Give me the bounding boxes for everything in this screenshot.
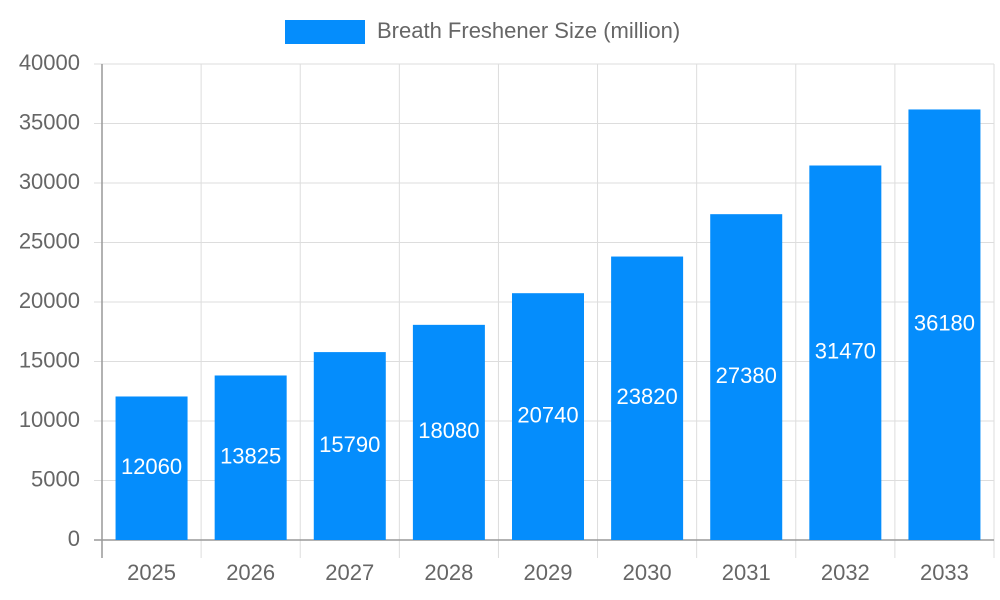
x-tick-label: 2030	[623, 560, 672, 585]
data-label: 15790	[319, 432, 380, 457]
data-label: 31470	[815, 339, 876, 364]
bar	[412, 324, 485, 540]
legend-label: Breath Freshener Size (million)	[377, 18, 680, 43]
x-tick-label: 2031	[722, 560, 771, 585]
y-tick-label: 20000	[19, 288, 80, 313]
data-label: 36180	[914, 311, 975, 336]
x-tick-label: 2025	[127, 560, 176, 585]
y-tick-label: 35000	[19, 109, 80, 134]
y-tick-label: 30000	[19, 169, 80, 194]
bar	[809, 165, 882, 540]
bar	[710, 214, 783, 541]
data-label: 27380	[716, 363, 777, 388]
x-tick-label: 2027	[325, 560, 374, 585]
y-tick-label: 0	[68, 526, 80, 551]
data-label: 20740	[517, 402, 578, 427]
x-tick-label: 2033	[920, 560, 969, 585]
y-tick-label: 10000	[19, 407, 80, 432]
data-label: 12060	[121, 454, 182, 479]
bar	[611, 256, 684, 540]
y-tick-label: 25000	[19, 228, 80, 253]
bar	[512, 293, 584, 540]
data-label: 18080	[418, 418, 479, 443]
legend-swatch	[285, 20, 365, 44]
x-tick-label: 2029	[524, 560, 573, 585]
data-label: 13825	[220, 444, 281, 469]
bar	[313, 352, 386, 540]
x-tick-label: 2026	[226, 560, 275, 585]
bar	[214, 375, 287, 540]
y-tick-label: 5000	[31, 466, 80, 491]
bar	[115, 396, 188, 540]
x-tick-label: 2028	[424, 560, 473, 585]
data-label: 23820	[617, 384, 678, 409]
y-tick-label: 40000	[19, 50, 80, 75]
x-tick-label: 2032	[821, 560, 870, 585]
y-tick-label: 15000	[19, 347, 80, 372]
bar	[908, 109, 981, 540]
